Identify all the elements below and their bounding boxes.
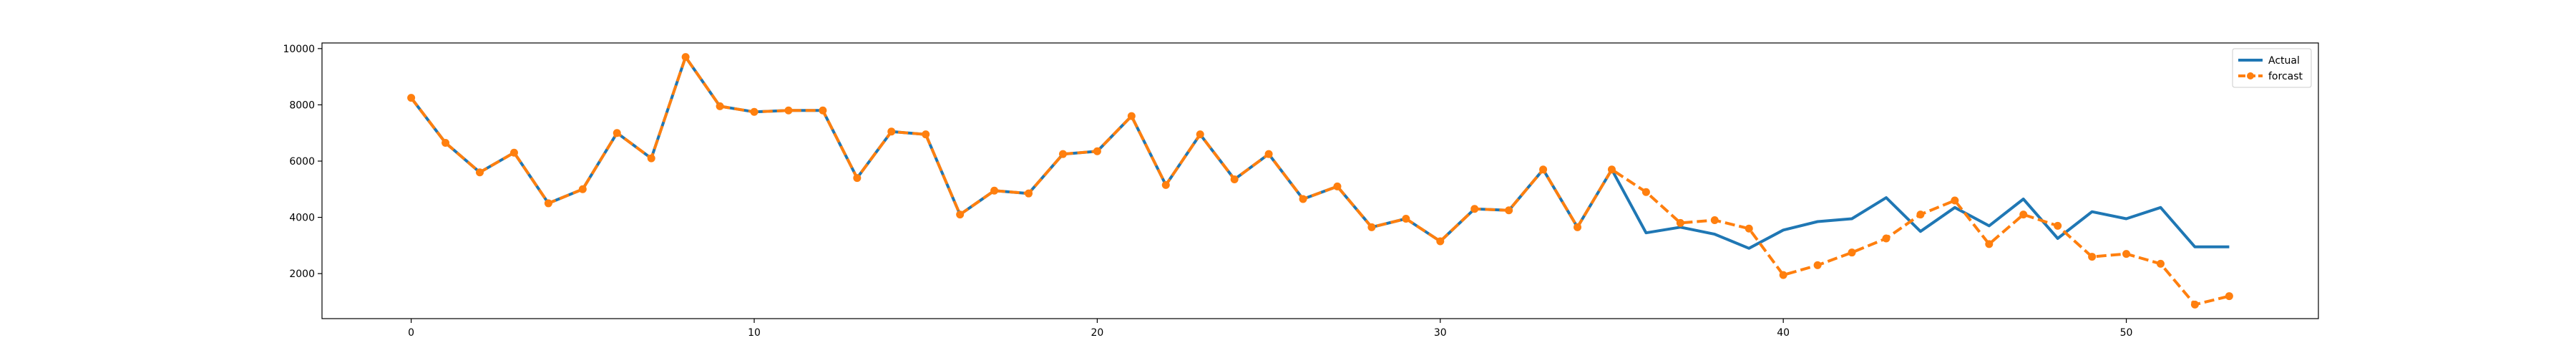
series-line-forecast: [410, 55, 2230, 306]
data-point: [1676, 218, 1684, 227]
data-point: [956, 211, 965, 219]
data-point: [1882, 234, 1890, 243]
x-tick-label: 20: [1091, 327, 1103, 339]
y-axis: 2000 4000 6000 8000 10000: [283, 44, 322, 280]
data-point: [1745, 224, 1753, 233]
data-point: [1574, 223, 1582, 231]
data-point: [784, 106, 793, 115]
y-tick-label: 6000: [289, 156, 315, 168]
data-point: [1367, 223, 1376, 231]
data-point: [887, 127, 896, 136]
data-point: [1951, 196, 1959, 205]
y-tick-label: 8000: [289, 100, 315, 111]
data-point: [1985, 240, 1994, 248]
data-point: [1093, 147, 1101, 155]
data-point: [1779, 271, 1787, 279]
data-point: [647, 154, 655, 163]
y-tick-label: 4000: [289, 213, 315, 224]
data-point: [1264, 150, 1273, 158]
data-point: [1916, 211, 1925, 219]
data-point: [819, 106, 827, 115]
data-point: [1333, 182, 1342, 190]
legend-label-forecast: forcast: [2268, 71, 2303, 82]
data-point: [1299, 195, 1307, 203]
data-point: [1607, 165, 1616, 174]
data-point: [2054, 221, 2062, 230]
x-tick-label: 50: [2120, 327, 2133, 339]
data-point: [1539, 165, 1548, 174]
data-point: [2122, 250, 2131, 258]
data-point: [1505, 206, 1513, 215]
legend: Actual forcast: [2232, 48, 2312, 88]
data-point: [681, 53, 690, 62]
series-line-actual: [410, 55, 2230, 250]
data-point: [1058, 150, 1067, 158]
data-point: [1025, 189, 1033, 198]
x-tick-label: 40: [1777, 327, 1790, 339]
data-point: [1813, 261, 1822, 269]
data-point: [407, 94, 416, 102]
data-point: [990, 186, 999, 195]
data-point: [2225, 292, 2233, 301]
data-point: [509, 148, 518, 157]
plot-border: [321, 42, 2319, 319]
data-point: [853, 174, 862, 183]
data-point: [2190, 300, 2199, 309]
data-point: [613, 129, 621, 137]
y-tick-label: 10000: [283, 44, 315, 55]
data-point: [441, 138, 450, 147]
legend-marker: [2247, 72, 2254, 79]
x-tick-label: 30: [1434, 327, 1447, 339]
data-point: [1470, 205, 1479, 213]
y-tick-label: 2000: [289, 268, 315, 280]
data-point: [544, 199, 552, 208]
data-point: [922, 130, 930, 139]
data-point: [716, 102, 724, 110]
legend-label-actual: Actual: [2268, 55, 2300, 67]
series-group: [407, 53, 2233, 309]
data-point: [2019, 211, 2028, 219]
data-point: [1196, 130, 1204, 139]
data-point: [476, 168, 484, 177]
plot-area: [321, 42, 2319, 319]
data-point: [1161, 180, 1170, 189]
data-point: [1127, 112, 1136, 120]
data-point: [1402, 215, 1410, 223]
data-point: [1710, 216, 1719, 224]
data-point: [1230, 175, 1239, 184]
x-axis: 0 10 20 30 40 50: [408, 319, 2132, 339]
data-point: [1848, 248, 1856, 257]
data-point: [2156, 259, 2165, 268]
data-point: [1641, 188, 1650, 196]
data-point: [1436, 237, 1445, 246]
x-tick-label: 10: [748, 327, 761, 339]
data-point: [2088, 253, 2097, 261]
data-point: [578, 185, 587, 193]
x-tick-label: 0: [408, 327, 414, 339]
data-point: [750, 107, 758, 116]
